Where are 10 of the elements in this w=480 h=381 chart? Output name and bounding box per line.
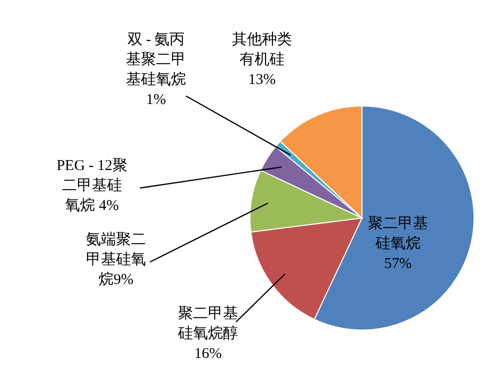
slice-label: 氨端聚二甲基硅氧烷9% — [86, 231, 146, 288]
slice-label: 聚二甲基硅氧烷醇 — [177, 305, 238, 342]
slice-label: 其他种类有机硅 — [232, 31, 292, 68]
data-label: 13% — [248, 72, 276, 88]
slice-label: PEG - 12聚二甲基硅氧烷 4% — [56, 157, 128, 214]
slice-label: 双 - 氨丙基聚二甲基硅氧烷 — [126, 32, 186, 88]
data-label: 16% — [194, 346, 222, 362]
slice-label: 聚二甲基硅氧烷 — [368, 215, 428, 252]
data-label: 57% — [384, 256, 412, 272]
data-label: 1% — [146, 92, 166, 108]
